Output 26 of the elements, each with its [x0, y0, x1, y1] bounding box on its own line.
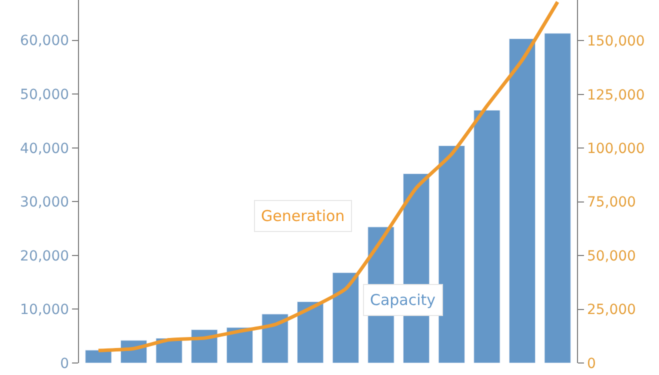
y2-tick-label: 75,000 — [586, 194, 636, 211]
y-tick-label: 50,000 — [20, 87, 70, 104]
bar — [544, 33, 571, 363]
y-tick-label: 0 — [60, 356, 70, 372]
y-tick-label: 40,000 — [20, 140, 70, 157]
bar — [508, 38, 536, 363]
y-tick-label: 60,000 — [20, 33, 70, 50]
text: Generation — [261, 207, 345, 225]
bar — [85, 350, 112, 363]
y2-tick-label: 150,000 — [586, 34, 645, 50]
series-label: Capacity — [370, 291, 436, 309]
y2-tick-label: 25,000 — [586, 302, 636, 318]
y-tick-label: 10,000 — [20, 302, 70, 318]
y2-tick-label: 100,000 — [586, 140, 645, 157]
bar — [438, 145, 465, 363]
bar — [474, 110, 500, 363]
y-tick-label: 20,000 — [20, 248, 70, 264]
bar — [262, 314, 288, 363]
y2-tick-label: 125,000 — [586, 87, 645, 104]
line-series — [96, 0, 560, 352]
y2-tick-label: 50,000 — [586, 248, 636, 264]
bar — [226, 327, 254, 363]
y2-tick-label: 0 — [586, 356, 596, 372]
y-tick-label: 30,000 — [20, 194, 70, 211]
bar — [297, 301, 324, 363]
bar — [332, 272, 359, 363]
